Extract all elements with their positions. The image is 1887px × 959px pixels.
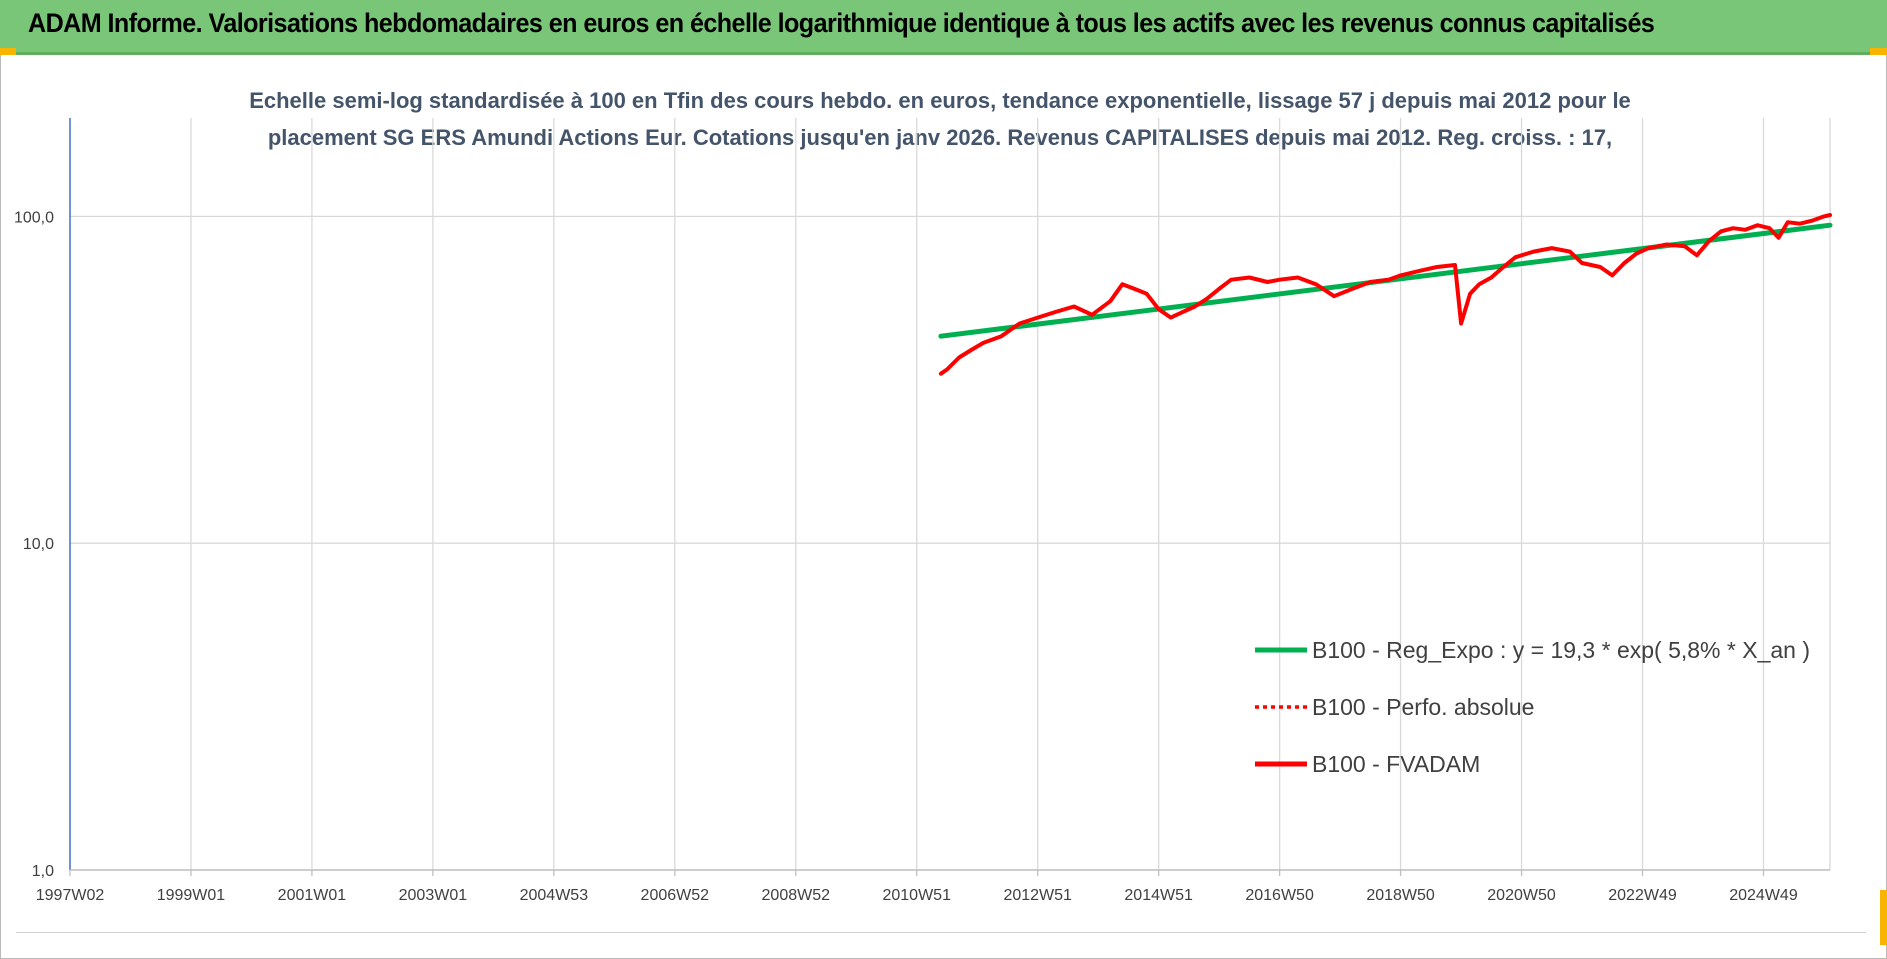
legend-label-1: B100 - Perfo. absolue [1312, 694, 1534, 720]
x-tick-label: 1997W02 [36, 887, 105, 904]
axes [69, 118, 1830, 876]
y-tick-labels: 1,0 10,0 100,0 [14, 209, 54, 880]
series-lines [938, 213, 1833, 376]
x-tick-label: 2020W50 [1487, 887, 1556, 904]
y-tick-label: 10,0 [23, 536, 54, 553]
x-tick-label: 2006W52 [641, 887, 710, 904]
vertical-gridlines [190, 118, 1831, 870]
x-tick-label: 2024W49 [1729, 887, 1798, 904]
x-tick-label: 2022W49 [1608, 887, 1677, 904]
x-tick-label: 2012W51 [1003, 887, 1072, 904]
x-tick-label: 2003W01 [399, 887, 468, 904]
x-tick-label: 2018W50 [1366, 887, 1435, 904]
x-tick-label: 2010W51 [882, 887, 951, 904]
x-tick-label: 2016W50 [1245, 887, 1314, 904]
legend-label-0: B100 - Reg_Expo : y = 19,3 * exp( 5,8% *… [1312, 637, 1810, 663]
legend: B100 - Reg_Expo : y = 19,3 * exp( 5,8% *… [1255, 637, 1810, 777]
header-title: ADAM Informe. Valorisations hebdomadaire… [28, 8, 1655, 38]
corner-mark-top-right [1870, 48, 1887, 55]
header-banner: ADAM Informe. Valorisations hebdomadaire… [0, 0, 1887, 55]
series-line-2 [938, 213, 1832, 376]
x-tick-label: 2008W52 [762, 887, 831, 904]
chart-title-line1: Echelle semi-log standardisée à 100 en T… [249, 88, 1631, 113]
chart-title-line2: placement SG ERS Amundi Actions Eur. Cot… [267, 125, 1613, 150]
y-tick-label: 1,0 [32, 863, 54, 880]
x-tick-labels: 1997W02 1999W01 2001W01 2003W01 2004W53 2006W… [36, 887, 1798, 904]
corner-mark-bottom-right [1880, 890, 1887, 945]
legend-label-2: B100 - FVADAM [1312, 751, 1480, 777]
y-tick-label: 100,0 [14, 209, 54, 226]
x-tick-label: 2014W51 [1124, 887, 1193, 904]
x-tick-label: 2004W53 [520, 887, 589, 904]
x-tick-label: 1999W01 [157, 887, 226, 904]
x-tick-label: 2001W01 [278, 887, 347, 904]
corner-mark-top-left [0, 48, 16, 55]
horizontal-gridlines [70, 215, 1830, 871]
chart-title: Echelle semi-log standardisée à 100 en T… [240, 82, 1640, 156]
bottom-rule [16, 932, 1866, 933]
